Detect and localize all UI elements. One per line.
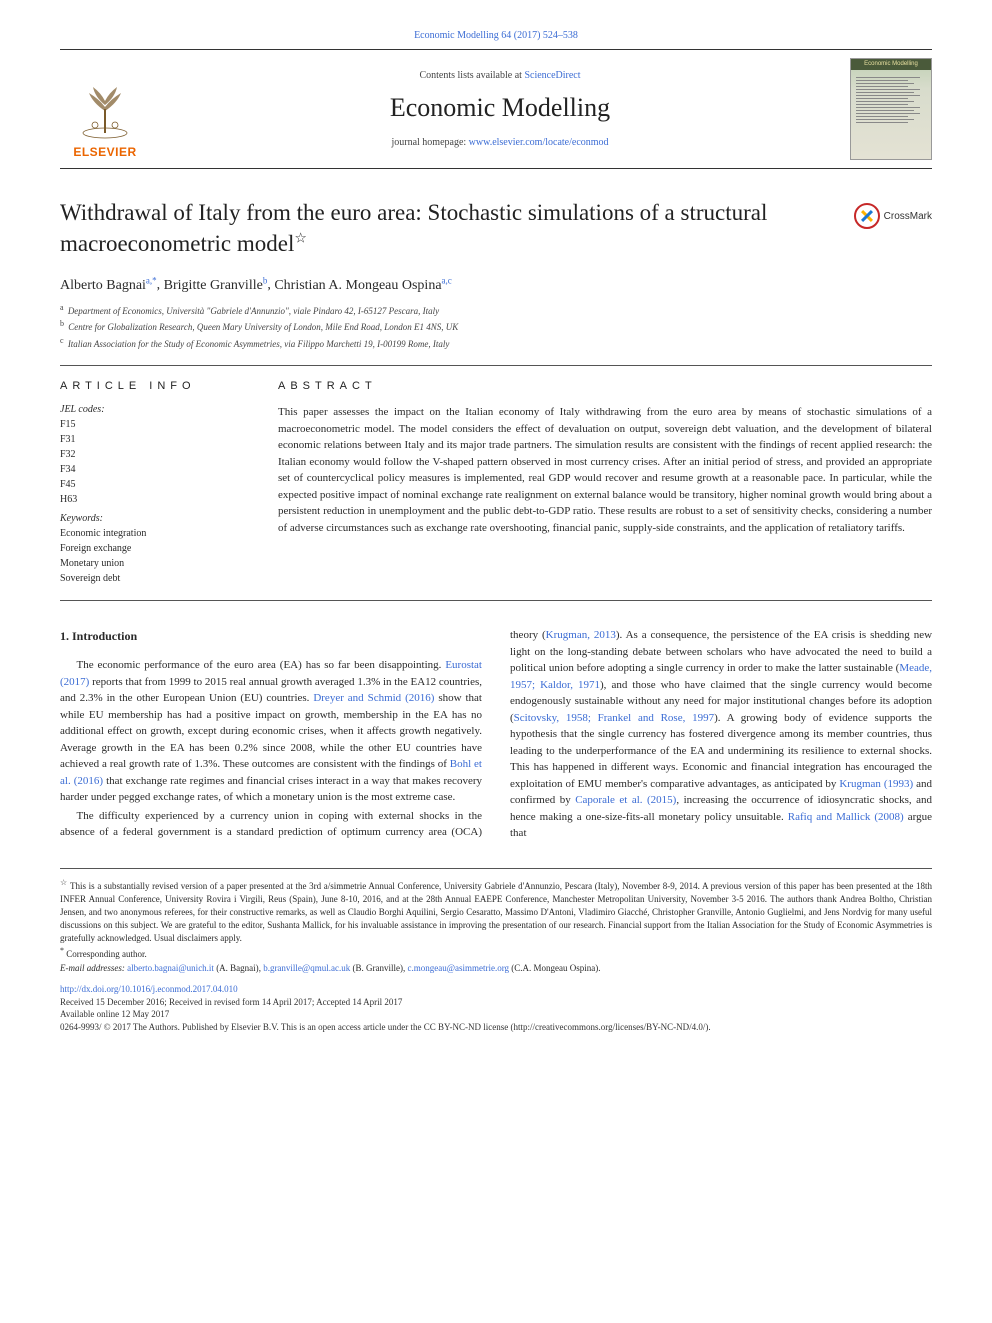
author-list: Alberto Bagnaia,*, Brigitte Granvilleb, … — [60, 275, 932, 294]
divider — [60, 600, 932, 601]
affiliation: c Italian Association for the Study of E… — [60, 335, 932, 352]
keywords-label: Keywords: — [60, 513, 250, 524]
article-history: Received 15 December 2016; Received in r… — [60, 996, 932, 1009]
keywords: Economic integration Foreign exchange Mo… — [60, 526, 250, 586]
affil-text: Centre for Globalization Research, Queen… — [68, 322, 458, 332]
abstract: ABSTRACT This paper assesses the impact … — [278, 380, 932, 586]
author-affil-marker[interactable]: b — [263, 275, 268, 285]
elsevier-tree-icon — [75, 81, 135, 141]
author-affil-marker[interactable]: a,c — [442, 275, 452, 285]
body-text: The economic performance of the euro are… — [77, 659, 446, 671]
affil-text: Department of Economics, Università "Gab… — [68, 306, 439, 316]
journal-homepage-line: journal homepage: www.elsevier.com/locat… — [150, 137, 850, 148]
publisher-name: ELSEVIER — [73, 145, 136, 159]
body-text: that exchange rate regimes and financial… — [60, 775, 482, 804]
keyword: Foreign exchange — [60, 541, 250, 556]
article-info-header: ARTICLE INFO — [60, 380, 250, 392]
body-paragraph: The economic performance of the euro are… — [60, 657, 482, 806]
available-online: Available online 12 May 2017 — [60, 1008, 932, 1021]
citation-link[interactable]: Krugman (1993) — [839, 778, 913, 790]
running-header: Economic Modelling 64 (2017) 524–538 — [60, 30, 932, 41]
cover-banner: Economic Modelling — [851, 59, 931, 70]
email-attribution: (A. Bagnai) — [216, 963, 259, 973]
jel-code: F31 — [60, 432, 250, 447]
jel-code: F15 — [60, 417, 250, 432]
jel-code: F32 — [60, 447, 250, 462]
affil-marker: c — [60, 336, 64, 345]
citation-link[interactable]: Rafiq and Mallick (2008) — [788, 811, 904, 823]
author-email-link[interactable]: alberto.bagnai@unich.it — [127, 963, 214, 973]
keyword: Economic integration — [60, 526, 250, 541]
author: Brigitte Granvilleb — [164, 278, 268, 293]
jel-label: JEL codes: — [60, 404, 250, 415]
footnote-marker: * — [60, 946, 64, 955]
email-attribution: (B. Granville) — [352, 963, 402, 973]
section-heading: 1. Introduction — [60, 627, 482, 645]
citation-link[interactable]: Caporale et al. (2015) — [575, 794, 676, 806]
footnotes: ☆ This is a substantially revised versio… — [60, 868, 932, 1034]
sciencedirect-link[interactable]: ScienceDirect — [524, 70, 580, 81]
email-attribution: (C.A. Mongeau Ospina) — [511, 963, 598, 973]
journal-homepage-link[interactable]: www.elsevier.com/locate/econmod — [469, 137, 609, 148]
title-footnote-marker: ☆ — [294, 231, 307, 246]
contents-prefix: Contents lists available at — [419, 70, 524, 81]
author: Christian A. Mongeau Ospinaa,c — [274, 278, 451, 293]
email-label: E-mail addresses: — [60, 963, 125, 973]
homepage-prefix: journal homepage: — [391, 137, 468, 148]
crossmark-label: CrossMark — [884, 211, 932, 222]
affil-marker: a — [60, 303, 64, 312]
email-addresses: E-mail addresses: alberto.bagnai@unich.i… — [60, 962, 932, 975]
article-page: Economic Modelling 64 (2017) 524–538 ELS… — [0, 0, 992, 1074]
citation-link[interactable]: Dreyer and Schmid (2016) — [313, 692, 434, 704]
affil-text: Italian Association for the Study of Eco… — [68, 339, 450, 349]
jel-code: H63 — [60, 492, 250, 507]
footnote-marker: ☆ — [60, 878, 68, 887]
doi-link[interactable]: http://dx.doi.org/10.1016/j.econmod.2017… — [60, 983, 932, 996]
footnote-text: Corresponding author. — [66, 949, 147, 959]
author-name: Brigitte Granville — [164, 278, 263, 293]
title-text: Withdrawal of Italy from the euro area: … — [60, 200, 767, 256]
divider — [60, 365, 932, 366]
affil-marker: b — [60, 319, 64, 328]
corresponding-author-note: * Corresponding author. — [60, 945, 932, 961]
jel-code: F45 — [60, 477, 250, 492]
masthead-center: Contents lists available at ScienceDirec… — [150, 70, 850, 148]
contents-lists-line: Contents lists available at ScienceDirec… — [150, 70, 850, 81]
abstract-header: ABSTRACT — [278, 380, 932, 392]
publisher-logo: ELSEVIER — [60, 59, 150, 159]
jel-code: F34 — [60, 462, 250, 477]
author-name: Christian A. Mongeau Ospina — [274, 278, 441, 293]
keyword: Monetary union — [60, 556, 250, 571]
journal-name: Economic Modelling — [150, 93, 850, 123]
journal-masthead: ELSEVIER Contents lists available at Sci… — [60, 49, 932, 169]
author-name: Alberto Bagnai — [60, 278, 146, 293]
author-affil-marker[interactable]: a,* — [146, 275, 157, 285]
article-body: 1. Introduction The economic performance… — [60, 627, 932, 842]
jel-codes: F15 F31 F32 F34 F45 H63 — [60, 417, 250, 507]
copyright-line: 0264-9993/ © 2017 The Authors. Published… — [60, 1021, 932, 1034]
author: Alberto Bagnaia,* — [60, 278, 157, 293]
author-email-link[interactable]: c.mongeau@asimmetrie.org — [407, 963, 509, 973]
journal-cover-thumbnail: Economic Modelling — [850, 58, 932, 160]
affiliation: a Department of Economics, Università "G… — [60, 302, 932, 319]
affiliation: b Centre for Globalization Research, Que… — [60, 318, 932, 335]
citation-link[interactable]: Scitovsky, 1958; Frankel and Rose, 1997 — [514, 712, 714, 724]
article-info: ARTICLE INFO JEL codes: F15 F31 F32 F34 … — [60, 380, 250, 586]
keyword: Sovereign debt — [60, 571, 250, 586]
article-title: Withdrawal of Italy from the euro area: … — [60, 197, 854, 259]
crossmark-icon — [854, 203, 880, 229]
citation-link[interactable]: Krugman, 2013 — [546, 629, 616, 641]
abstract-text: This paper assesses the impact on the It… — [278, 404, 932, 536]
author-email-link[interactable]: b.granville@qmul.ac.uk — [263, 963, 350, 973]
footnote-text: This is a substantially revised version … — [60, 881, 932, 943]
info-abstract-row: ARTICLE INFO JEL codes: F15 F31 F32 F34 … — [60, 380, 932, 586]
affiliations: a Department of Economics, Università "G… — [60, 302, 932, 352]
title-footnote: ☆ This is a substantially revised versio… — [60, 877, 932, 945]
crossmark-badge[interactable]: CrossMark — [854, 203, 932, 229]
title-row: Withdrawal of Italy from the euro area: … — [60, 197, 932, 259]
